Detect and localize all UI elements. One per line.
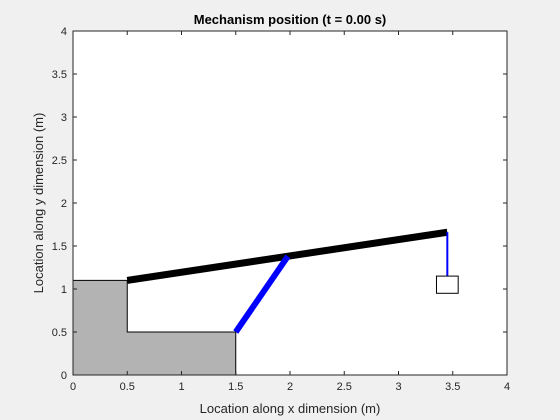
x-axis-label: Location along x dimension (m) xyxy=(200,401,381,416)
y-tick-label: 2 xyxy=(61,198,67,210)
x-tick-label: 1 xyxy=(178,381,184,393)
mechanism-link-2 xyxy=(233,254,291,334)
plot-area xyxy=(72,228,459,376)
y-tick-label: 2.5 xyxy=(52,155,67,167)
x-tick-label: 0 xyxy=(70,381,76,393)
axes-background xyxy=(73,31,507,375)
y-tick-label: 3 xyxy=(61,112,67,124)
chart-title: Mechanism position (t = 0.00 s) xyxy=(194,12,387,27)
y-tick-label: 4 xyxy=(61,26,67,38)
x-tick-label: 1.5 xyxy=(228,381,243,393)
axis-ticks: 0 0.5 1 1.5 2 2.5 3 3.5 4 0 0.5 1 1.5 2 2.5 3 3.5 4 xyxy=(52,26,510,393)
y-tick-label: 1.5 xyxy=(52,241,67,253)
x-tick-label: 3.5 xyxy=(445,381,460,393)
y-tick-label: 3.5 xyxy=(52,69,67,81)
x-tick-label: 4 xyxy=(504,381,510,393)
y-tick-label: 1 xyxy=(61,284,67,296)
x-tick-label: 0.5 xyxy=(120,381,135,393)
y-tick-label: 0.5 xyxy=(52,327,67,339)
y-tick-label: 0 xyxy=(61,370,67,382)
x-tick-label: 2.5 xyxy=(337,381,352,393)
x-tick-label: 2 xyxy=(287,381,293,393)
x-tick-label: 3 xyxy=(395,381,401,393)
y-axis-label: Location along y dimension (m) xyxy=(31,113,46,294)
hanging-mass xyxy=(435,275,459,294)
